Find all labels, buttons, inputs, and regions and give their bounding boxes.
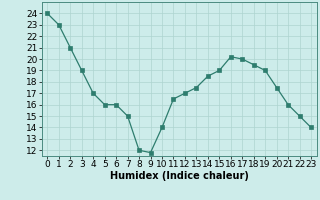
X-axis label: Humidex (Indice chaleur): Humidex (Indice chaleur) [110, 171, 249, 181]
